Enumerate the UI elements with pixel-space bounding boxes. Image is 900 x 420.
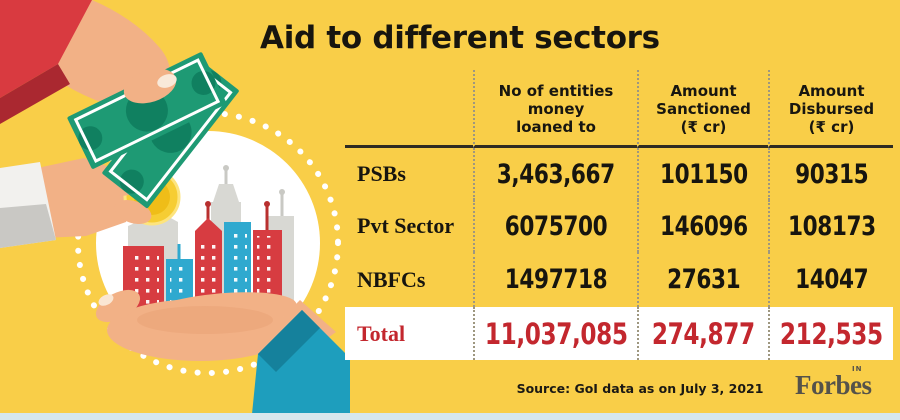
red-sleeve <box>0 0 92 124</box>
psbs-disbursed: 90315 <box>768 148 893 200</box>
psbs-sanctioned: 101150 <box>637 148 768 200</box>
white-sleeve <box>0 162 56 248</box>
aid-illustration <box>0 0 350 414</box>
pvt-entities: 6075700 <box>473 200 637 252</box>
header-sector-cell <box>345 70 473 148</box>
bottom-strip <box>0 413 900 420</box>
total-entities: 11,037,085 <box>473 307 637 360</box>
nbfcs-disbursed: 14047 <box>768 252 893 307</box>
teal-sleeve <box>252 310 350 414</box>
forbes-in-superscript: IN <box>852 365 863 373</box>
row-label-psbs: PSBs <box>357 161 406 186</box>
nbfcs-entities: 1497718 <box>473 252 637 307</box>
pvt-sanctioned: 146096 <box>637 200 768 252</box>
total-disbursed: 212,535 <box>768 307 893 360</box>
header-disbursed: Amount Disbursed (₹ cr) <box>768 70 893 148</box>
row-label-nbfcs: NBFCs <box>357 266 426 292</box>
row-label-total: Total <box>345 307 473 360</box>
money-giving-hand <box>0 0 239 209</box>
total-sanctioned: 274,877 <box>637 307 768 360</box>
aid-table: No of entities money loaned to Amount Sa… <box>345 70 893 360</box>
banknotes <box>67 52 239 209</box>
source-note: Source: GoI data as on July 3, 2021 <box>516 381 764 396</box>
pvt-disbursed: 108173 <box>768 200 893 252</box>
page-title: Aid to different sectors <box>260 20 660 56</box>
header-sanctioned: Amount Sanctioned (₹ cr) <box>637 70 768 148</box>
forbes-logo: Forb IN es <box>795 365 872 400</box>
psbs-entities: 3,463,667 <box>473 148 637 200</box>
row-label-pvt-sector: Pvt Sector <box>357 213 455 238</box>
header-entities: No of entities money loaned to <box>473 70 637 148</box>
nbfcs-sanctioned: 27631 <box>637 252 768 307</box>
